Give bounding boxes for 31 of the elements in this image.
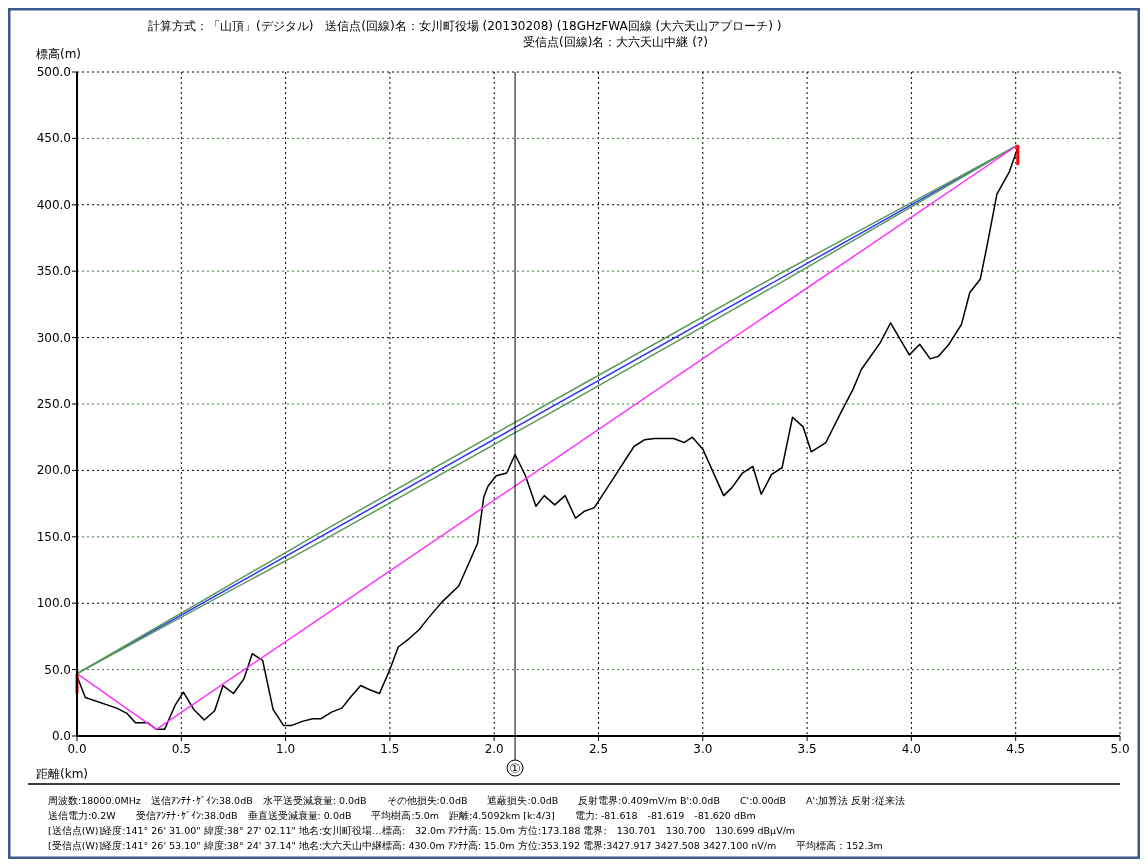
x-tick-label: 2.0 — [484, 742, 504, 756]
x-tick-label: 1.5 — [380, 742, 400, 756]
chart-title: 計算方式：「山頂」(デジタル) 送信点(回線)名：女川町役場 (20130208) (18GHzFWA回線 (大六天山アプローチ) ) — [148, 19, 782, 33]
y-tick-label: 450.0 — [36, 131, 71, 146]
y-tick-label: 400.0 — [36, 197, 71, 212]
y-tick-label: 200.0 — [36, 463, 71, 478]
x-tick-label: 3.0 — [693, 742, 713, 756]
x-tick-label: 5.0 — [1110, 742, 1130, 756]
x-tick-label: 1.0 — [276, 742, 296, 756]
y-tick-label: 300.0 — [36, 330, 71, 345]
y-tick-label: 50.0 — [44, 662, 71, 677]
y-tick-label: 500.0 — [36, 65, 71, 79]
y-tick-label: 0.0 — [51, 729, 71, 743]
x-tick-label: 0.5 — [171, 742, 191, 756]
y-tick-label: 100.0 — [36, 596, 71, 611]
y-tick-label: 250.0 — [36, 397, 71, 411]
ref-line-label: ① — [509, 761, 521, 776]
x-tick-label: 0.0 — [67, 742, 87, 756]
x-tick-label: 4.5 — [1006, 742, 1026, 756]
x-tick-label: 3.5 — [797, 742, 817, 756]
y-tick-label: 350.0 — [36, 264, 71, 279]
x-tick-label: 2.5 — [588, 742, 609, 756]
text: [受信点(W)]経度:141° 26' 53.10" 緯度:38° 24' 37.14" 地名:大六天山中継標高: 430.0m ｱﾝﾃﾅ高: 15.0m 方位:353.192 電界:3427.917 3427.508 3427.100 nV/m 平均標高：152.3m — [48, 840, 883, 851]
text: 送信電力:0.2W 受信ｱﾝﾃﾅ･ｹﾞｲﾝ:38.0dB 垂直送受減衰量: 0.0dB 平均樹高:5.0m 距離:4.5092km [k:4/3] 電力: -81.618 -81.619 -81.620 dBm — [48, 810, 756, 821]
chart-subtitle: 受信点(回線)名：大六天山中継 (?) — [523, 35, 708, 49]
x-axis-title: 距離(km) — [36, 767, 89, 781]
y-axis-title: 標高(m) — [36, 47, 82, 61]
y-tick-label: 150.0 — [36, 529, 71, 544]
x-tick-label: 4.0 — [901, 742, 921, 756]
text: [送信点(W)]経度:141° 26' 31.00" 緯度:38° 27' 02.11" 地名:女川町役場…標高: 32.0m ｱﾝﾃﾅ高: 15.0m 方位:173.188 電界: 130.701 130.700 130.699 dBμV/m — [48, 825, 796, 836]
text: 周波数:18000.0MHz 送信ｱﾝﾃﾅ･ｹﾞｲﾝ:38.0dB 水平送受減衰量: 0.0dB その他損失:0.0dB 遮蔽損失:0.0dB 反射電界:0.409mV/m B':0.0dB C':0.00dB A':加算法 反射:従来法 — [48, 795, 905, 806]
